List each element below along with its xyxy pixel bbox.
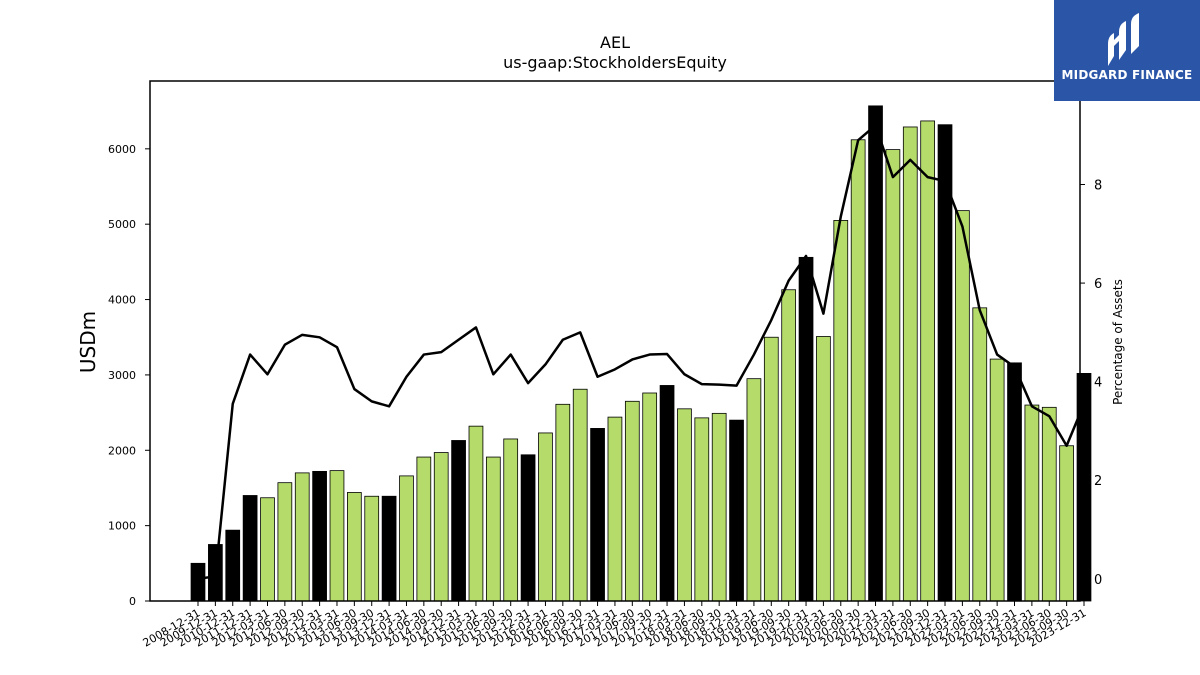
brand-logo: MIDGARD FINANCE <box>1054 0 1200 101</box>
y-tick-label-right: 2 <box>1094 474 1102 489</box>
bar <box>868 105 883 602</box>
bar <box>485 456 501 602</box>
bar <box>277 482 293 602</box>
y-tick-label-left: 0 <box>129 595 136 608</box>
bar <box>972 307 988 602</box>
bar <box>468 425 484 602</box>
bar <box>416 456 432 602</box>
bar <box>746 378 762 602</box>
bar <box>555 403 571 602</box>
bar <box>190 562 206 602</box>
bar <box>1041 406 1057 602</box>
bar <box>607 416 623 602</box>
bar <box>850 139 866 602</box>
bar <box>381 495 397 602</box>
bar <box>781 289 797 602</box>
bar <box>763 336 779 602</box>
y-tick-label-left: 1000 <box>108 520 136 533</box>
y-tick-label-right: 4 <box>1094 376 1102 391</box>
bar <box>312 470 327 602</box>
y-tick-label-left: 3000 <box>108 369 136 382</box>
bar <box>677 408 692 602</box>
y-tick-label-right: 0 <box>1094 573 1102 588</box>
bar <box>642 392 658 602</box>
chart-subtitle: us-gaap:StockholdersEquity <box>503 53 727 72</box>
bar <box>798 256 814 602</box>
chart-title: AEL <box>600 33 630 52</box>
y-tick-label-right: 6 <box>1094 277 1102 292</box>
bar <box>225 529 241 602</box>
bar <box>902 126 918 602</box>
y-axis-label-right: Percentage of Assets <box>1111 279 1125 405</box>
bar <box>955 210 970 602</box>
bar <box>520 454 536 602</box>
bar <box>694 417 710 602</box>
y-tick-label-left: 2000 <box>108 444 136 457</box>
bar <box>538 432 553 602</box>
bar <box>572 388 588 602</box>
bar <box>816 336 831 602</box>
bar <box>399 475 414 602</box>
bar <box>885 149 901 602</box>
bar <box>1007 362 1022 602</box>
series-line <box>197 124 1086 581</box>
bar <box>364 495 380 602</box>
bar <box>347 492 362 602</box>
bar <box>590 428 605 602</box>
logo-text: MIDGARD FINANCE <box>1061 68 1193 82</box>
bar <box>1076 373 1092 602</box>
bar <box>920 120 935 602</box>
bar <box>659 385 675 602</box>
bar <box>1059 445 1074 602</box>
bar <box>989 358 1005 602</box>
logo-mark-icon <box>1108 13 1139 66</box>
bar <box>294 472 310 602</box>
bar <box>329 470 345 602</box>
y-tick-label-right: 8 <box>1094 179 1102 194</box>
y-tick-label-left: 6000 <box>108 143 136 156</box>
bar <box>711 412 727 602</box>
bar <box>833 220 849 602</box>
y-axis-label-left: USDm <box>76 310 100 374</box>
bar <box>260 497 275 602</box>
bar <box>1024 404 1040 602</box>
bar <box>433 452 449 602</box>
bar <box>624 400 640 602</box>
y-tick-label-left: 4000 <box>108 294 136 307</box>
bar <box>503 438 519 602</box>
bar <box>451 440 466 602</box>
y-tick-label-left: 5000 <box>108 218 136 231</box>
bar <box>729 419 744 602</box>
bar <box>242 495 258 602</box>
